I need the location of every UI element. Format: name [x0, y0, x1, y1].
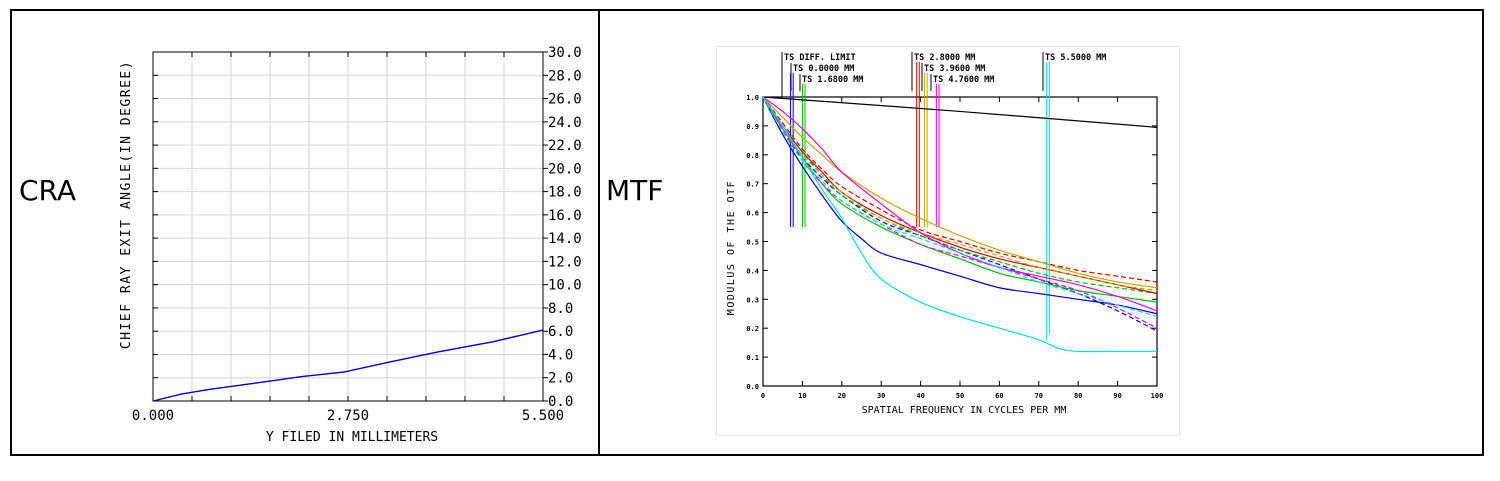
mtf-chart: 0 10 20 30 40 50 60 70 80 90 100 0.0 0.1 0.2 0.3 0.4 0.5…: [726, 52, 1164, 416]
cra-y-tick-label: 22.0: [548, 138, 582, 154]
mtf-x-tick-label: 30: [877, 392, 885, 400]
mtf-legend-label: TS 0.0000 MM: [793, 64, 854, 74]
mtf-legend-label: TS 2.8000 MM: [914, 53, 975, 63]
mtf-x-axis-label: SPATIAL FREQUENCY IN CYCLES PER MM: [862, 405, 1067, 416]
mtf-y-tick-label: 0.0: [746, 383, 759, 391]
mtf-series-curve: [762, 96, 1158, 332]
cra-y-axis-label: CHIEF RAY EXIT ANGLE(IN DEGREE): [119, 60, 134, 349]
mtf-legend-entry: TS 4.7600 MM: [930, 74, 994, 228]
mtf-legend-entry: TS 5.5000 MM: [1042, 52, 1106, 228]
cra-gridlines: [153, 52, 543, 401]
mtf-y-tick-label: 0.5: [746, 239, 759, 247]
cra-y-tick-label: 28.0: [548, 68, 582, 84]
mtf-y-tick-label: 1.0: [746, 94, 759, 102]
cra-y-tick-label: 30.0: [548, 45, 582, 61]
cra-y-tick-label: 0.0: [548, 394, 573, 410]
mtf-x-tick-label: 0: [761, 392, 765, 400]
cra-y-tick-label: 6.0: [548, 324, 573, 340]
cra-y-tick-label: 4.0: [548, 347, 573, 363]
mtf-x-tick-label: 20: [838, 392, 846, 400]
mtf-y-tick-label: 0.7: [746, 181, 759, 189]
mtf-legend-label: TS 1.6800 MM: [802, 75, 863, 85]
cra-y-tick-label: 14.0: [548, 231, 582, 247]
cra-x-tick-label: 0.000: [132, 408, 174, 424]
cra-x-axis-label: Y FILED IN MILLIMETERS: [266, 430, 438, 445]
mtf-y-tick-label: 0.8: [746, 152, 759, 160]
mtf-x-tick-label: 50: [956, 392, 964, 400]
mtf-panel-label: MTF: [606, 174, 664, 207]
mtf-y-tick-label: 0.4: [746, 267, 759, 275]
mtf-y-tick-label: 0.9: [746, 123, 759, 131]
mtf-series-curve: [762, 96, 1158, 289]
mtf-series-curve: [762, 96, 1157, 353]
mtf-legend-label: TS 5.5000 MM: [1045, 53, 1106, 63]
cra-y-tick-label: 20.0: [548, 161, 582, 177]
mtf-series-curve: [762, 96, 1158, 312]
figure-frame: [10, 9, 1484, 456]
mtf-legend-label: TS DIFF. LIMIT: [784, 53, 856, 63]
mtf-series-curve: [762, 96, 1158, 318]
panel-divider: [598, 9, 600, 456]
mtf-x-tick-label: 100: [1151, 392, 1164, 400]
mtf-series-curve: [762, 96, 1158, 128]
cra-chart: 0.0 2.0 4.0 6.0 8.0 10.0 12.0 14.0 16.0 18.0 20.0 2…: [119, 45, 582, 445]
mtf-y-tick-label: 0.2: [746, 325, 759, 333]
cra-panel-label: CRA: [19, 174, 77, 207]
cra-y-tick-label: 10.0: [548, 278, 582, 294]
mtf-y-axis-label: MODULUS OF THE OTF: [726, 180, 737, 315]
mtf-legend-entry: TS 3.9600 MM: [921, 63, 985, 228]
mtf-y-tick-label: 0.1: [746, 354, 759, 362]
cra-y-tick-label: 12.0: [548, 254, 582, 270]
cra-y-tick-label: 24.0: [548, 115, 582, 131]
mtf-series-curve: [762, 96, 1158, 283]
cra-y-tick-label: 16.0: [548, 208, 582, 224]
mtf-y-tick-label: 0.6: [746, 210, 759, 218]
cra-series-line: [152, 329, 544, 402]
mtf-x-tick-label: 10: [798, 392, 806, 400]
cra-y-tick-label: 26.0: [548, 92, 582, 108]
mtf-x-tick-label: 80: [1074, 392, 1082, 400]
mtf-x-tick-label: 70: [1035, 392, 1043, 400]
mtf-legend-label: TS 3.9600 MM: [924, 64, 985, 74]
mtf-x-tick-label: 60: [995, 392, 1003, 400]
cra-y-tick-label: 8.0: [548, 301, 573, 317]
mtf-series-curve: [762, 96, 1158, 303]
mtf-legend-entry: TS 2.8000 MM: [911, 52, 975, 228]
cra-x-tick-label: 5.500: [522, 408, 564, 424]
cra-y-tick-label: 2.0: [548, 371, 573, 387]
mtf-chart-box: 0 10 20 30 40 50 60 70 80 90 100 0.0 0.1 0.2 0.3 0.4 0.5…: [717, 47, 1179, 435]
cra-y-tick-label: 18.0: [548, 185, 582, 201]
mtf-legend-entry: TS DIFF. LIMIT: [781, 52, 856, 97]
mtf-x-tick-label: 40: [916, 392, 924, 400]
mtf-series-curve: [762, 96, 1158, 315]
mtf-series-curve: [762, 96, 1158, 292]
mtf-x-tick-label: 90: [1113, 392, 1121, 400]
cra-x-tick-label: 2.750: [327, 408, 369, 424]
mtf-y-tick-label: 0.3: [746, 296, 759, 304]
mtf-legend-label: TS 4.7600 MM: [933, 75, 994, 85]
